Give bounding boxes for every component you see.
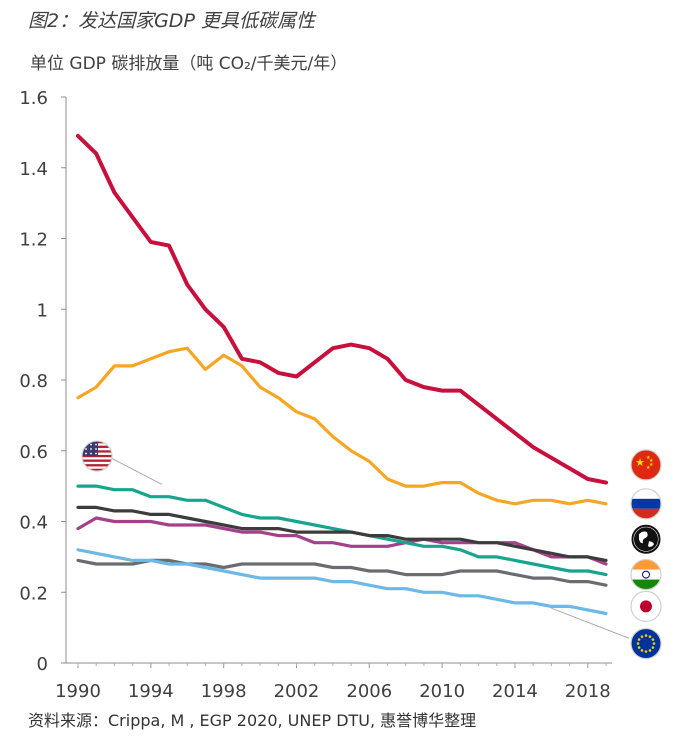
axes: 0 0.2 0.4 0.6 0.8 1 1.2 1.4 1.6 1990 1994 1998 2002 2… [19,88,612,702]
x-tick-label: 1990 [55,681,101,702]
y-tick-label: 1.6 [19,88,48,109]
india-flag-icon [630,558,662,591]
flag-legend: ★ ★★★★ [81,440,662,660]
world-globe-icon [631,524,661,555]
source-note: 资料来源：Crippa, M , EGP 2020, UNEP DTU, 惠誉博… [28,711,477,730]
usa-flag-icon [81,440,113,472]
x-tick-label: 1994 [128,681,174,702]
series-line-russia [76,346,608,506]
series-line-world-globe [76,505,608,562]
china-flag-icon: ★ ★★★★ [630,449,662,481]
svg-text:★: ★ [649,462,654,468]
figure-title: 图2：发达国家GDP 更具低碳属性 [28,10,315,32]
russia-flag-icon [630,488,662,520]
chart-container: 单位 GDP 碳排放量（吨 CO₂/千美元/年） 0 0.2 0.4 0.6 0.8 1 1… [19,54,662,702]
x-tick-label: 2014 [492,681,538,702]
eu-flag-icon [630,627,662,660]
x-tick-label: 1998 [201,681,247,702]
series-line-japan [76,516,608,566]
y-tick-label: 0.6 [19,442,48,463]
usa-connector-line [111,458,162,485]
y-tick-label: 1.2 [19,230,48,251]
y-tick-label: 1 [37,300,48,321]
series-line-china [76,133,608,485]
y-tick-label: 0.8 [19,371,48,392]
y-tick-label: 0.4 [19,513,48,534]
line-chart: 单位 GDP 碳排放量（吨 CO₂/千美元/年） 0 0.2 0.4 0.6 0.8 1 1… [19,54,662,702]
x-tick-label: 2010 [419,681,465,702]
eu-connector-line [551,607,630,639]
svg-text:★: ★ [646,465,651,471]
y-axis-label: 单位 GDP 碳排放量（吨 CO₂/千美元/年） [30,54,347,74]
svg-text:★: ★ [646,455,651,461]
svg-text:★: ★ [635,456,645,469]
japan-flag-icon [630,590,662,623]
x-tick-label: 2002 [274,681,320,702]
series-lines [76,133,608,616]
series-line-eu [76,548,608,616]
x-tick-label: 2006 [346,681,392,702]
y-tick-label: 0 [37,654,48,675]
y-tick-label: 0.2 [19,583,48,604]
series-line-india [76,484,608,577]
y-tick-label: 1.4 [19,159,48,180]
series-line-usa [76,558,608,587]
x-tick-label: 2018 [565,681,611,702]
svg-text:★: ★ [649,458,654,464]
